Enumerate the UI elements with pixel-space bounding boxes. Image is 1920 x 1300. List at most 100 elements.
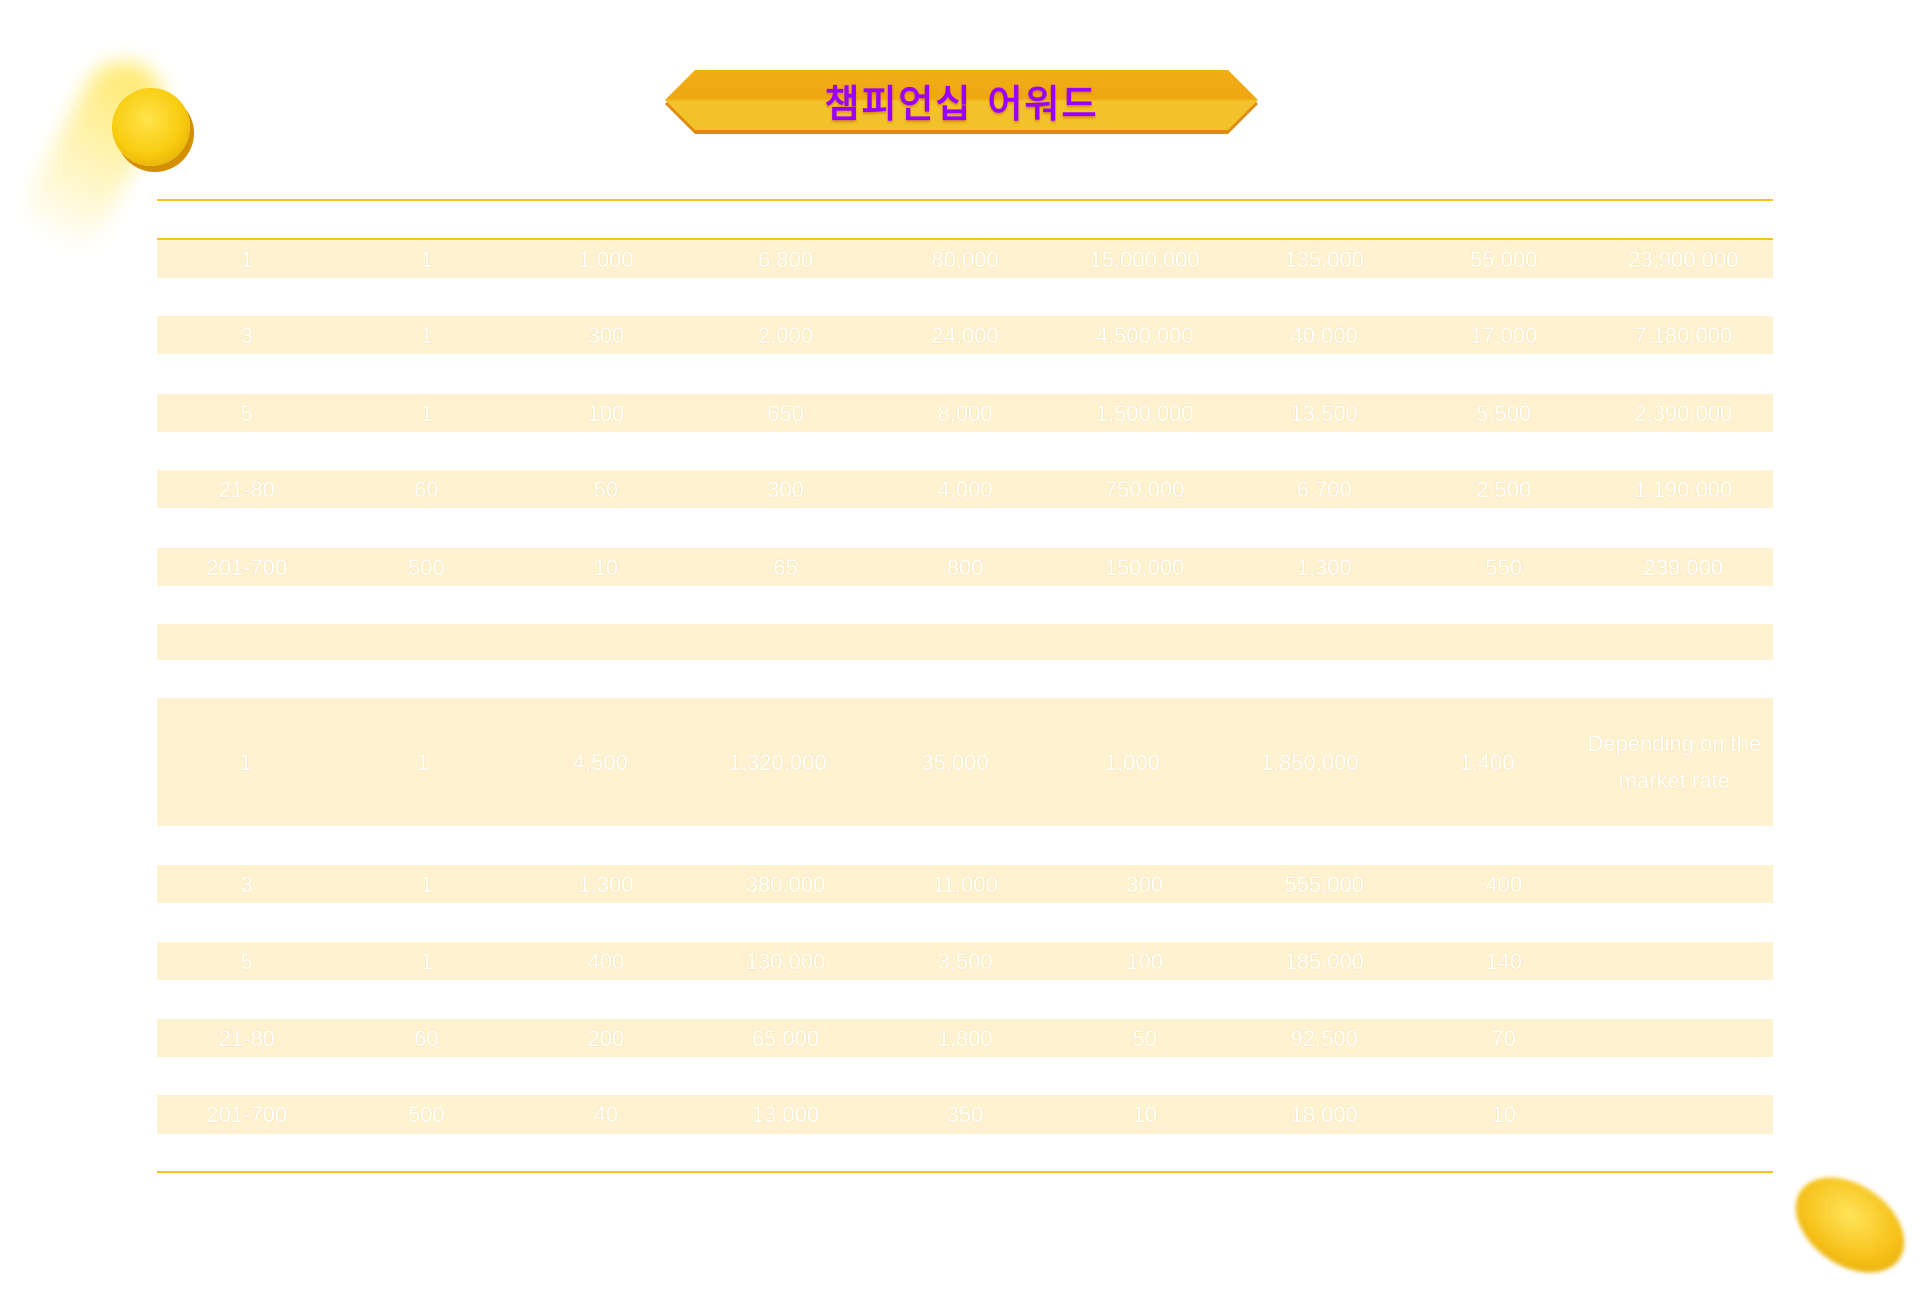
table-cell: 300 xyxy=(1126,871,1163,897)
table-cell: 201-700 xyxy=(206,1102,288,1127)
table-row: 5 1 400 130,000 3,500 100 185,000 140 xyxy=(157,942,1773,980)
table-cell: 1,800 xyxy=(937,1025,993,1051)
table-cell: 3 xyxy=(240,322,253,348)
gold-coin-icon xyxy=(112,88,190,166)
table-cell: 150,000 xyxy=(1104,554,1185,580)
table-cell: Depending on the market rate xyxy=(1587,731,1762,793)
table-row: 21-80 60 200 65,000 1,800 50 92,500 70 xyxy=(157,1019,1773,1057)
table-cell: 135,000 xyxy=(1284,246,1364,272)
table-cell: 1 xyxy=(420,246,433,272)
banner-body: 챔피언십 어워드 xyxy=(665,70,1258,130)
table-cell: 1,850,000 xyxy=(1260,749,1359,775)
table-cell: 650 xyxy=(767,400,804,426)
table-cell: 550 xyxy=(1485,554,1523,580)
table-cell: 18,000 xyxy=(1290,1102,1358,1127)
table-cell: 1,500,000 xyxy=(1095,400,1194,426)
table-cell: 400 xyxy=(1485,871,1523,897)
table-cell: 2,500 xyxy=(1476,476,1532,502)
table-cell: 1,000 xyxy=(578,246,634,272)
table-cell: 13,500 xyxy=(1290,400,1358,426)
table-cell: 400 xyxy=(587,948,625,974)
table-cell: 750,000 xyxy=(1104,476,1185,502)
table-cell: 40 xyxy=(593,1102,619,1127)
table-cell: 1 xyxy=(420,400,433,426)
table-cell: 500 xyxy=(407,554,445,580)
table-cell: 8,000 xyxy=(937,400,993,426)
table-cell: 2,390,000 xyxy=(1634,400,1733,426)
table-cell: 200 xyxy=(587,1025,625,1051)
table-cell: 21-80 xyxy=(218,1025,275,1051)
table-cell: 92,500 xyxy=(1290,1025,1358,1051)
table-cell: 23,900,000 xyxy=(1628,246,1739,272)
table-cell: 100 xyxy=(1126,948,1163,974)
table-cell: 185,000 xyxy=(1284,948,1364,974)
table-row: 21-80 60 50 300 4,000 750,000 6,700 2,500 1,190,… xyxy=(157,470,1773,508)
table-cell: 50 xyxy=(1132,1025,1157,1051)
table-cell: 500 xyxy=(407,1102,445,1127)
table-cell: 140 xyxy=(1485,948,1523,974)
table-cell: 10 xyxy=(593,554,619,580)
table-cell: 6,700 xyxy=(1296,476,1352,502)
table-cell: 5,500 xyxy=(1476,400,1532,426)
table-row xyxy=(157,624,1773,660)
table-cell: 3 xyxy=(240,871,253,897)
table-cell: 1 xyxy=(420,322,433,348)
table-cell: 6,800 xyxy=(757,246,813,272)
table-cell: 50 xyxy=(593,476,619,502)
table-cell: 201-700 xyxy=(206,554,288,580)
table-cell: 1,190,000 xyxy=(1634,476,1733,502)
table-cell: 300 xyxy=(767,476,804,502)
table-cell: 4,500 xyxy=(572,749,628,775)
table-cell: 1 xyxy=(420,948,433,974)
table-cell: 10 xyxy=(1491,1102,1516,1127)
table-cell: 1,320,000 xyxy=(728,749,827,775)
table-cell: 10 xyxy=(1132,1102,1157,1127)
table-header-rule xyxy=(157,238,1773,240)
table-cell: 11,000 xyxy=(932,871,998,897)
table-cell: 15,000,000 xyxy=(1089,246,1200,272)
table-cell: 380,000 xyxy=(745,871,826,897)
table-cell: 55,000 xyxy=(1470,246,1538,272)
table-cell: 40,000 xyxy=(1290,322,1358,348)
table-cell: 1 xyxy=(416,749,430,775)
table-cell: 7,180,000 xyxy=(1634,322,1733,348)
table-cell: 70 xyxy=(1491,1025,1516,1051)
table-cell: 24,000 xyxy=(931,322,999,348)
table-cell: 60 xyxy=(414,1025,439,1051)
table-cell: 21-80 xyxy=(218,476,275,502)
table-cell: 4,000 xyxy=(937,476,993,502)
table-cell: 300 xyxy=(587,322,625,348)
table-cell: 800 xyxy=(946,554,984,580)
table-cell: 3,500 xyxy=(937,948,993,974)
table-row: 5 1 100 650 8,000 1,500,000 13,500 5,500 2,390,0… xyxy=(157,394,1773,432)
table-cell: 130,000 xyxy=(745,948,826,974)
table-row: 3 1 1,300 380,000 11,000 300 555,000 400 xyxy=(157,865,1773,903)
table-cell: 13,000 xyxy=(751,1102,820,1127)
table-row: 1 1 4,500 1,320,000 35,000 1,000 1,850,000 1,40… xyxy=(157,698,1773,826)
title-banner: 챔피언십 어워드 xyxy=(665,70,1258,134)
table-cell: 17,000 xyxy=(1470,322,1538,348)
gold-coin-icon xyxy=(1777,1157,1920,1293)
table-cell: 350 xyxy=(946,1102,984,1127)
table-cell: 1 xyxy=(420,871,433,897)
table-cell: 80,000 xyxy=(931,246,999,272)
table-cell: 1,000 xyxy=(1104,749,1160,775)
table-cell: 35,000 xyxy=(921,749,989,775)
table-cell: 5 xyxy=(240,948,253,974)
table-cell: 239,000 xyxy=(1643,554,1724,580)
table-cell: 60 xyxy=(414,476,439,502)
table-cell: 100 xyxy=(587,400,625,426)
table-row: 201-700 500 40 13,000 350 10 18,000 10 xyxy=(157,1095,1773,1134)
table-cell: 555,000 xyxy=(1284,871,1364,897)
table-cell: 65,000 xyxy=(751,1025,820,1051)
table-cell: 1,300 xyxy=(578,871,634,897)
page-title: 챔피언십 어워드 xyxy=(824,81,1099,126)
table-row: 3 1 300 2,000 24,000 4,500,000 40,000 17,000 7,1… xyxy=(157,316,1773,354)
table-top-rule xyxy=(157,199,1773,201)
table-cell: 1 xyxy=(239,749,252,775)
table-cell: 65 xyxy=(773,554,798,580)
table-cell: 1,400 xyxy=(1459,749,1515,775)
table-cell: 1 xyxy=(240,246,253,272)
table-row: 1 1 1,000 6,800 80,000 15,000,000 135,000 55,00… xyxy=(157,240,1773,278)
table-cell: 1,300 xyxy=(1296,554,1352,580)
